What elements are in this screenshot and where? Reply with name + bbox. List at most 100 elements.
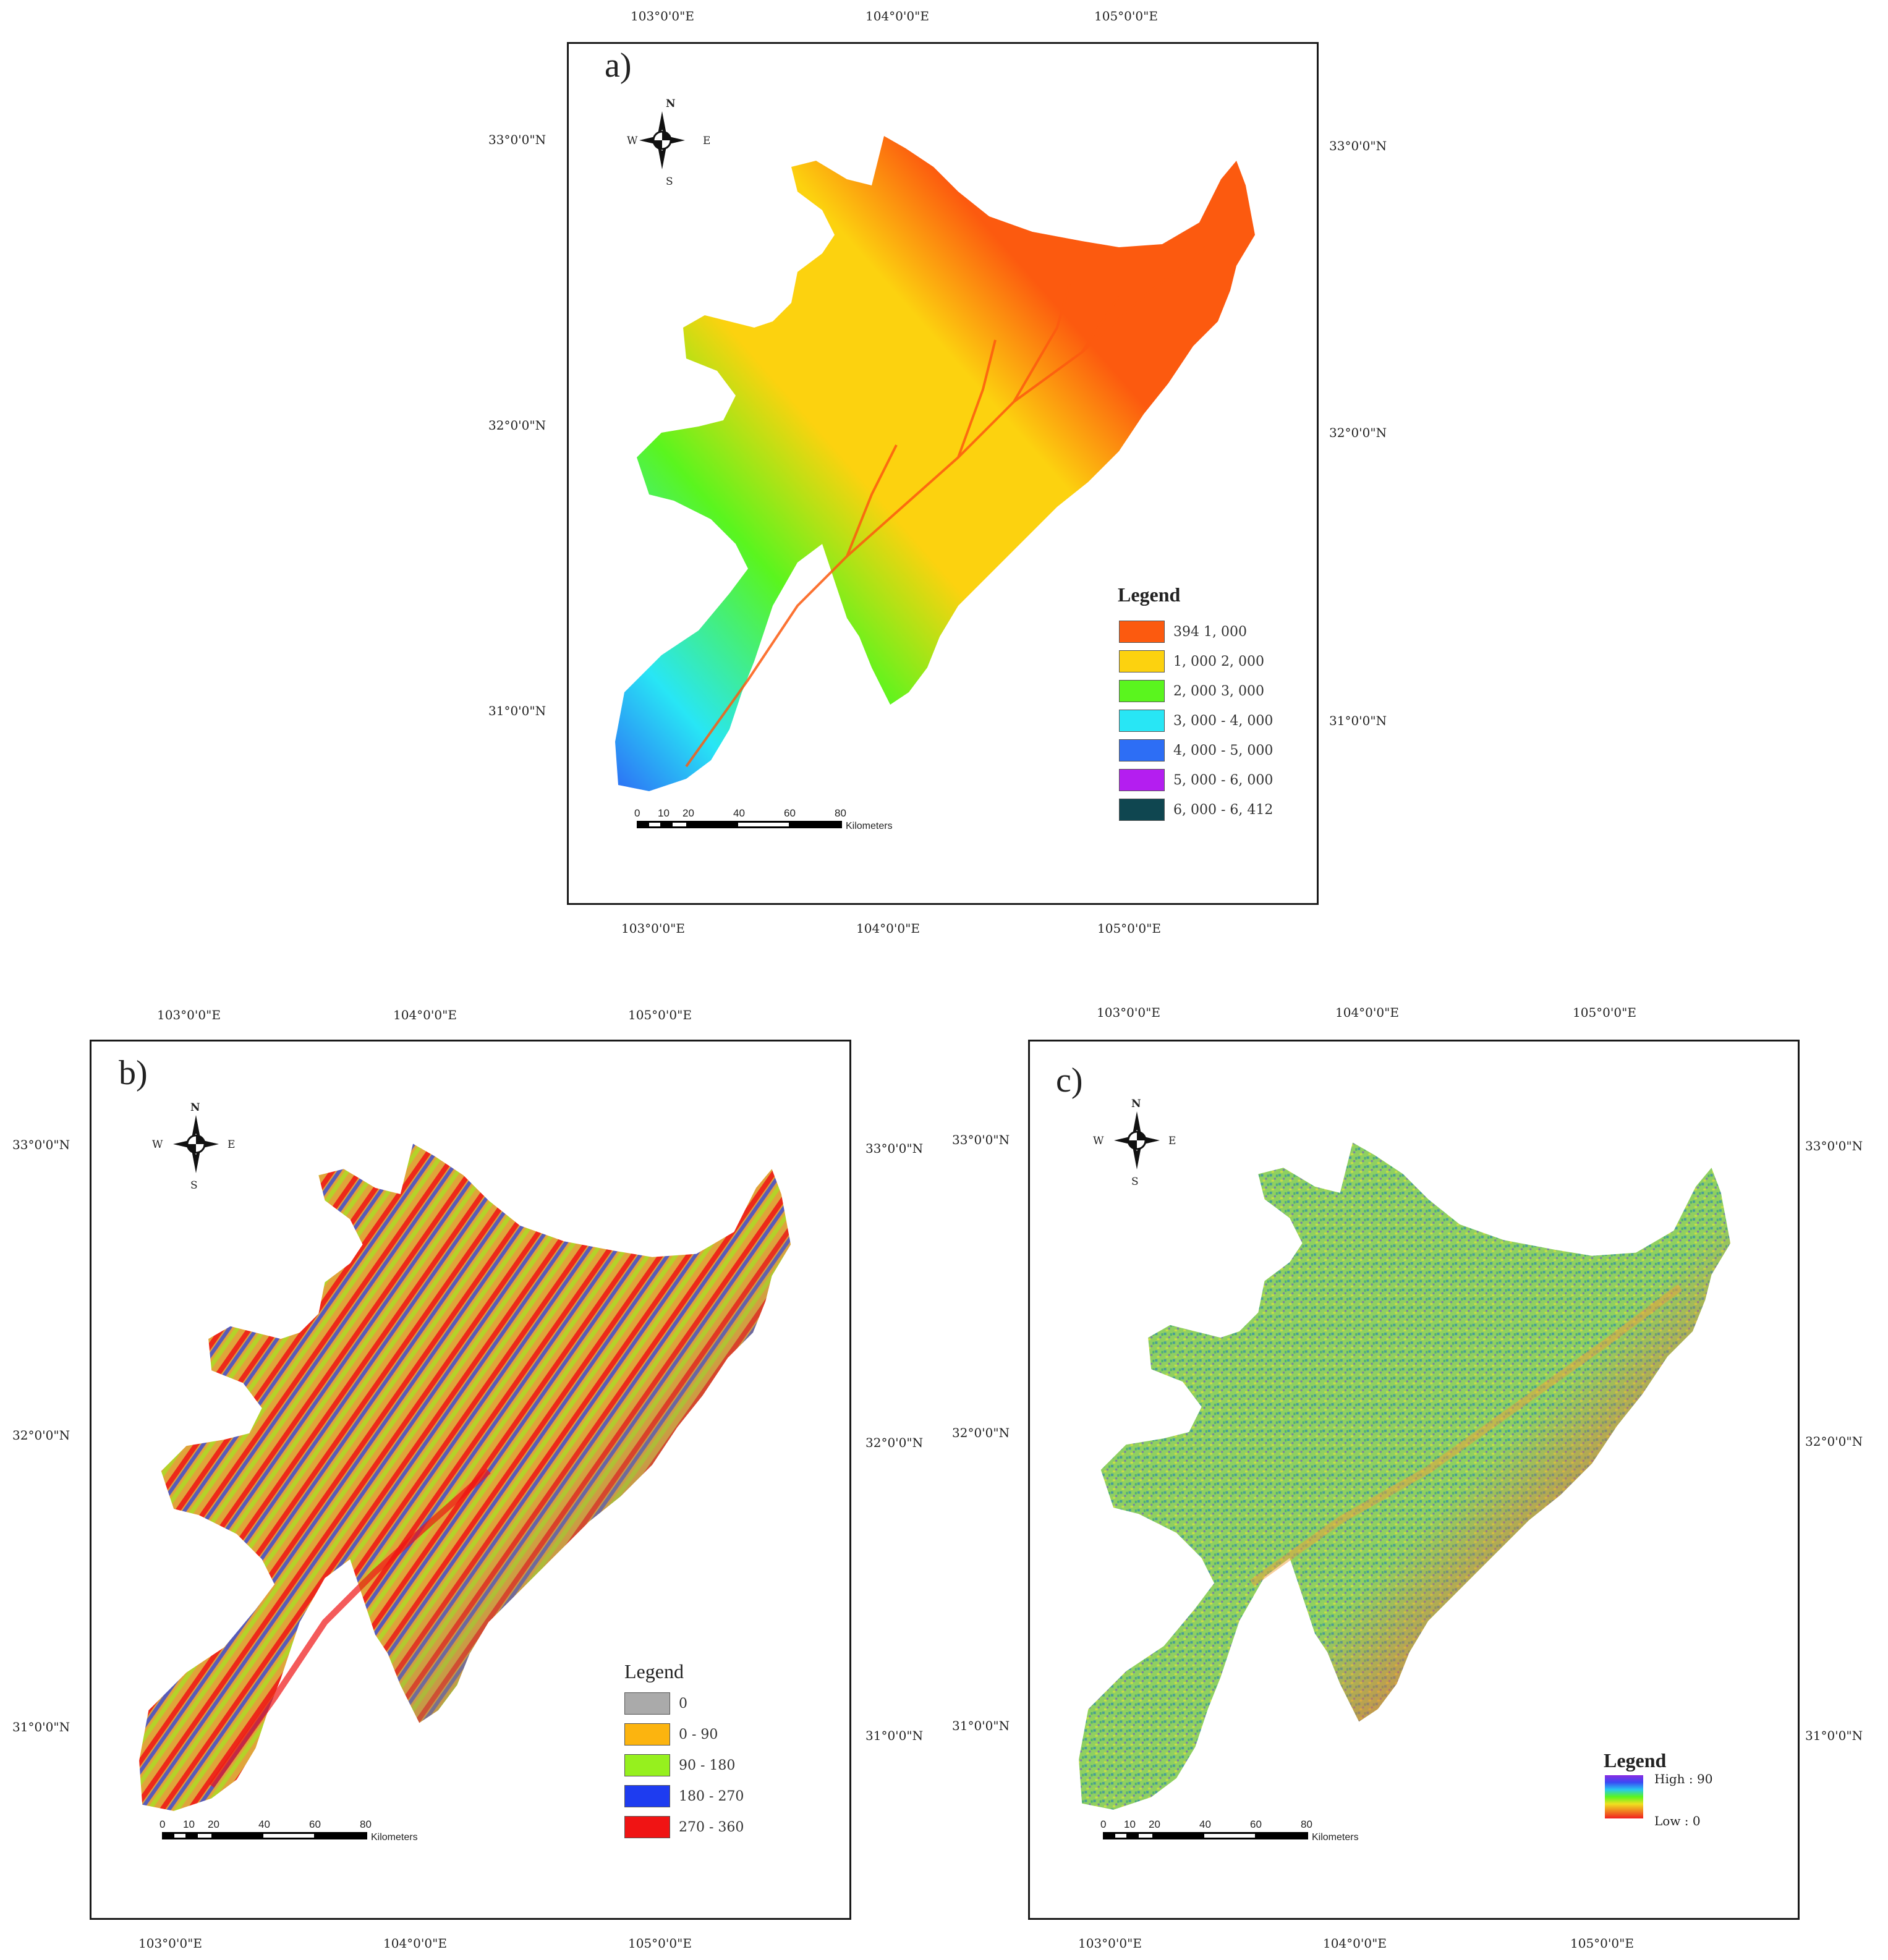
top-lon-label: 104°0'0"E bbox=[393, 1008, 457, 1022]
legend-label: 270 - 360 bbox=[679, 1819, 744, 1835]
bottom-lon-label: 103°0'0"E bbox=[138, 1936, 202, 1951]
scale-tick: 0 bbox=[159, 1818, 166, 1830]
scale-tick: 10 bbox=[183, 1818, 195, 1830]
bottom-lon-label: 105°0'0"E bbox=[628, 1936, 692, 1951]
legend-swatch bbox=[624, 1723, 670, 1746]
slope-map bbox=[1079, 1142, 1731, 1810]
legend-label: 394 1, 000 bbox=[1173, 624, 1247, 640]
legend-label: 180 - 270 bbox=[679, 1788, 744, 1804]
bottom-lon-label: 103°0'0"E bbox=[1078, 1936, 1142, 1951]
legend-swatch bbox=[1119, 739, 1165, 762]
scale-tick: 80 bbox=[360, 1818, 372, 1830]
scale-tick: 80 bbox=[835, 807, 846, 819]
right-lat-label: 32°0'0"N bbox=[1329, 425, 1387, 440]
scale-unit: Kilometers bbox=[371, 1832, 418, 1843]
legend-label: 3, 000 - 4, 000 bbox=[1173, 713, 1274, 729]
legend-item: 0 bbox=[624, 1692, 687, 1715]
bottom-lon-label: 104°0'0"E bbox=[856, 921, 920, 936]
scale-tick: 20 bbox=[682, 807, 694, 819]
scale-bar: 0 10 20 40 60 80 Kilometers bbox=[1100, 1818, 1375, 1843]
scale-bar: 0 10 20 40 60 80 Kilometers bbox=[634, 807, 909, 832]
compass-w: W bbox=[627, 135, 638, 147]
right-lat-label: 33°0'0"N bbox=[865, 1141, 924, 1156]
scale-tick: 40 bbox=[1199, 1818, 1211, 1830]
legend-label: 6, 000 - 6, 412 bbox=[1173, 802, 1274, 818]
legend-label: 0 - 90 bbox=[679, 1726, 718, 1742]
aspect-map bbox=[139, 1143, 791, 1811]
scale-tick: 10 bbox=[1124, 1818, 1136, 1830]
compass-n: N bbox=[1131, 1098, 1141, 1110]
left-lat-label: 33°0'0"N bbox=[12, 1137, 70, 1152]
legend-swatch bbox=[1119, 769, 1165, 791]
left-lat-label: 33°0'0"N bbox=[952, 1132, 1010, 1147]
legend-low: Low : 0 bbox=[1654, 1814, 1701, 1828]
scale-tick: 80 bbox=[1301, 1818, 1312, 1830]
right-lat-label: 33°0'0"N bbox=[1329, 138, 1387, 153]
bottom-lon-label: 103°0'0"E bbox=[621, 921, 685, 936]
north-arrow-icon bbox=[162, 1104, 230, 1184]
scale-tick: 0 bbox=[1100, 1818, 1107, 1830]
scale-bar: 0 10 20 40 60 80 Kilometers bbox=[159, 1818, 434, 1843]
compass-n: N bbox=[666, 98, 676, 110]
compass-s: S bbox=[666, 176, 673, 188]
bottom-lon-label: 105°0'0"E bbox=[1570, 1936, 1634, 1951]
legend-label: 90 - 180 bbox=[679, 1757, 736, 1773]
compass-s: S bbox=[1131, 1176, 1139, 1188]
right-lat-label: 31°0'0"N bbox=[1329, 713, 1387, 728]
legend-item: 0 - 90 bbox=[624, 1723, 718, 1746]
elevation-map bbox=[615, 136, 1255, 791]
compass-s: S bbox=[190, 1179, 198, 1192]
left-lat-label: 33°0'0"N bbox=[488, 132, 546, 147]
bottom-lon-label: 104°0'0"E bbox=[1323, 1936, 1387, 1951]
scale-unit: Kilometers bbox=[846, 821, 893, 831]
legend-item: 90 - 180 bbox=[624, 1754, 735, 1776]
legend-label: 5, 000 - 6, 000 bbox=[1173, 772, 1274, 788]
legend-swatch bbox=[1119, 799, 1165, 821]
compass-e: E bbox=[227, 1139, 236, 1151]
north-arrow-icon bbox=[628, 100, 696, 180]
left-lat-label: 32°0'0"N bbox=[488, 418, 546, 433]
legend-item: 3, 000 - 4, 000 bbox=[1119, 710, 1273, 732]
legend-color-ramp bbox=[1605, 1775, 1643, 1818]
left-lat-label: 32°0'0"N bbox=[12, 1428, 70, 1443]
legend-item: 6, 000 - 6, 412 bbox=[1119, 799, 1273, 821]
legend-swatch bbox=[624, 1816, 670, 1838]
scale-tick: 40 bbox=[733, 807, 745, 819]
bottom-lon-label: 104°0'0"E bbox=[383, 1936, 447, 1951]
left-lat-label: 31°0'0"N bbox=[488, 703, 546, 718]
scale-tick: 60 bbox=[784, 807, 796, 819]
legend-title: Legend bbox=[624, 1660, 684, 1682]
scale-tick: 10 bbox=[658, 807, 670, 819]
top-lon-label: 104°0'0"E bbox=[1335, 1005, 1399, 1020]
panel-label: b) bbox=[119, 1054, 148, 1092]
top-lon-label: 103°0'0"E bbox=[157, 1008, 221, 1022]
top-lon-label: 105°0'0"E bbox=[628, 1008, 692, 1022]
top-lon-label: 105°0'0"E bbox=[1094, 9, 1158, 23]
legend-swatch bbox=[624, 1785, 670, 1807]
legend-high: High : 90 bbox=[1654, 1771, 1713, 1786]
top-lon-label: 103°0'0"E bbox=[1097, 1005, 1160, 1020]
scale-tick: 60 bbox=[1250, 1818, 1262, 1830]
legend-swatch bbox=[1119, 650, 1165, 672]
legend-label: 1, 000 2, 000 bbox=[1173, 653, 1264, 669]
legend-item: 180 - 270 bbox=[624, 1785, 744, 1807]
scale-tick: 40 bbox=[258, 1818, 270, 1830]
right-lat-label: 32°0'0"N bbox=[865, 1435, 924, 1450]
right-lat-label: 31°0'0"N bbox=[865, 1728, 924, 1743]
compass-e: E bbox=[1168, 1135, 1176, 1147]
legend-title: Legend bbox=[1604, 1749, 1667, 1771]
scale-tick: 20 bbox=[1149, 1818, 1160, 1830]
right-lat-label: 33°0'0"N bbox=[1805, 1139, 1863, 1153]
compass-e: E bbox=[703, 135, 711, 147]
legend-swatch bbox=[624, 1754, 670, 1776]
scale-tick: 60 bbox=[309, 1818, 321, 1830]
legend-item: 1, 000 2, 000 bbox=[1119, 650, 1264, 672]
bottom-lon-label: 105°0'0"E bbox=[1097, 921, 1161, 936]
legend-swatch bbox=[1119, 621, 1165, 643]
legend-swatch bbox=[624, 1692, 670, 1715]
scale-unit: Kilometers bbox=[1312, 1832, 1359, 1843]
left-lat-label: 32°0'0"N bbox=[952, 1425, 1010, 1440]
legend-item: 270 - 360 bbox=[624, 1816, 744, 1838]
top-lon-label: 105°0'0"E bbox=[1573, 1005, 1636, 1020]
legend-label: 4, 000 - 5, 000 bbox=[1173, 742, 1274, 758]
